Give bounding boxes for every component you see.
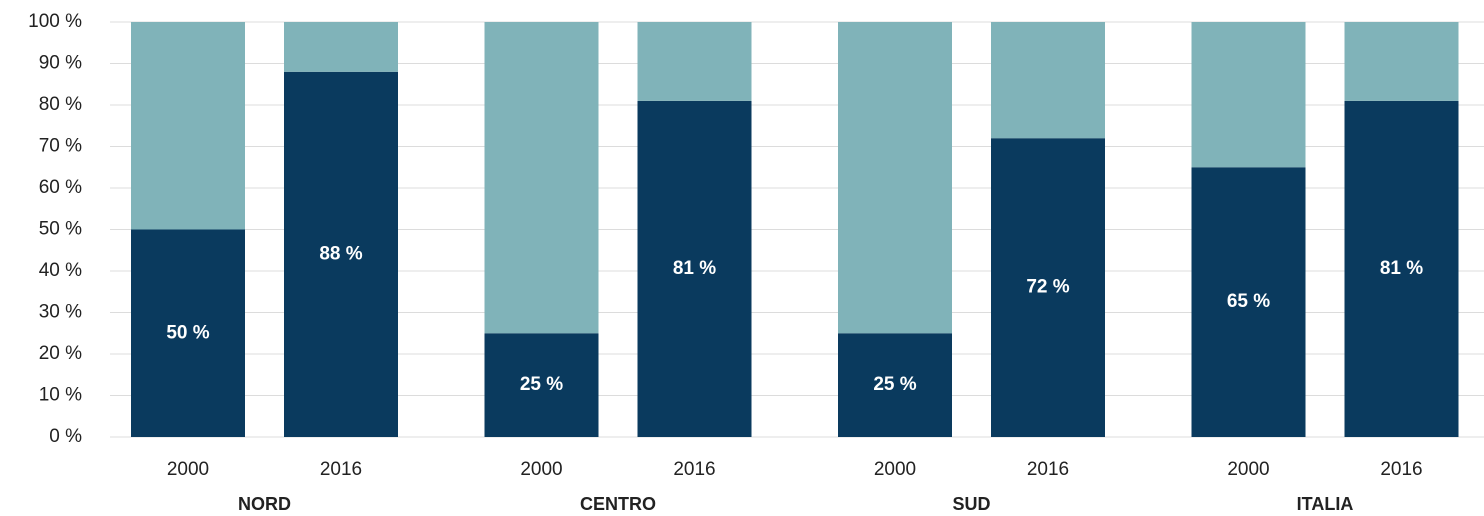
bar-segment bbox=[131, 229, 245, 437]
data-label: 50 % bbox=[166, 322, 209, 343]
y-tick-label: 0 % bbox=[49, 426, 82, 447]
data-label: 81 % bbox=[673, 258, 716, 279]
y-tick-label: 40 % bbox=[39, 260, 82, 281]
bar-segment bbox=[637, 100, 752, 437]
y-tick-label: 10 % bbox=[39, 385, 82, 406]
group-label: ITALIA bbox=[1297, 494, 1354, 514]
group-label: NORD bbox=[238, 494, 291, 514]
data-label: 88 % bbox=[319, 243, 362, 264]
x-tick-label: 2016 bbox=[673, 459, 715, 480]
bar-segment bbox=[484, 22, 599, 334]
y-tick-label: 30 % bbox=[39, 302, 82, 323]
bar-segment bbox=[484, 333, 599, 437]
y-tick-label: 80 % bbox=[39, 94, 82, 115]
data-label: 25 % bbox=[873, 374, 916, 395]
y-tick-label: 70 % bbox=[39, 136, 82, 157]
bar-segment bbox=[131, 22, 245, 230]
data-label: 65 % bbox=[1227, 291, 1270, 312]
bar-segment bbox=[1344, 22, 1459, 101]
y-tick-label: 100 % bbox=[28, 11, 82, 32]
x-tick-label: 2000 bbox=[167, 459, 209, 480]
data-label: 25 % bbox=[520, 374, 563, 395]
bar-segment bbox=[991, 22, 1105, 139]
bar-segment bbox=[838, 333, 952, 437]
y-tick-label: 60 % bbox=[39, 177, 82, 198]
y-tick-label: 90 % bbox=[39, 53, 82, 74]
bar-segment bbox=[1191, 22, 1306, 168]
x-tick-label: 2000 bbox=[1227, 459, 1269, 480]
x-tick-label: 2016 bbox=[320, 459, 362, 480]
data-label: 72 % bbox=[1026, 277, 1069, 298]
bar-segment bbox=[1191, 167, 1306, 437]
data-label: 81 % bbox=[1380, 258, 1423, 279]
bar-segment bbox=[991, 138, 1105, 437]
bar-segment bbox=[284, 22, 398, 72]
x-tick-label: 2016 bbox=[1027, 459, 1069, 480]
x-tick-label: 2000 bbox=[874, 459, 916, 480]
y-tick-label: 20 % bbox=[39, 343, 82, 364]
bar-segment bbox=[284, 71, 398, 438]
group-label: CENTRO bbox=[580, 494, 656, 514]
bar-segment bbox=[838, 22, 952, 334]
group-label: SUD bbox=[952, 494, 990, 514]
x-tick-label: 2016 bbox=[1380, 459, 1422, 480]
bar-segment bbox=[1344, 100, 1459, 437]
y-tick-label: 50 % bbox=[39, 219, 82, 240]
x-tick-label: 2000 bbox=[520, 459, 562, 480]
bar-segment bbox=[637, 22, 752, 101]
